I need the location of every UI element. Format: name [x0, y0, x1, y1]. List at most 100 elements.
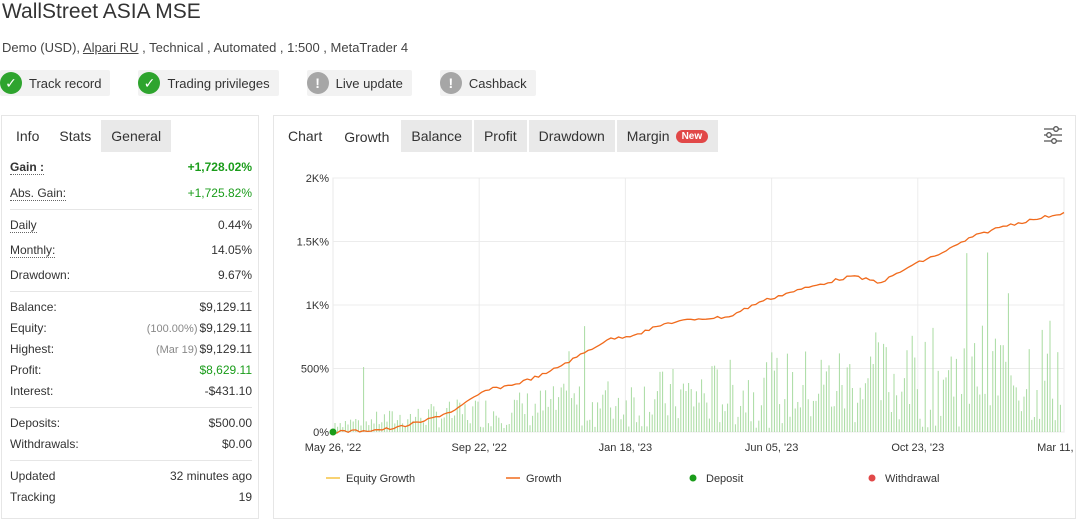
stat-value: $8,629.11	[199, 363, 253, 377]
broker-link[interactable]: Alpari RU	[82, 40, 139, 55]
stat-value: 19	[238, 490, 252, 504]
badge-label: Live update	[335, 75, 403, 91]
x-tick-label: Jan 18, '23	[599, 442, 652, 454]
tab-info[interactable]: Info	[16, 128, 40, 144]
badge-label: Track record	[29, 75, 102, 91]
stat-abs-gain: Abs. Gain: +1,725.82%	[10, 183, 252, 204]
stat-amount: $9,129.11	[199, 342, 253, 356]
new-badge: New	[675, 129, 709, 143]
badge-trading-privileges[interactable]: ✓ Trading privileges	[138, 70, 279, 96]
divider	[10, 209, 252, 210]
stat-balance: Balance: $9,129.11	[10, 297, 252, 318]
x-tick-label: Jun 05, '23	[745, 442, 798, 454]
stat-highest: Highest: (Mar 19) $9,129.11	[10, 339, 252, 360]
chart-panel: Chart Growth Balance Profit Drawdown Mar…	[273, 115, 1076, 519]
stat-interest: Interest: -$431.10	[10, 381, 252, 402]
stats-list: Gain : +1,728.02% Abs. Gain: +1,725.82% …	[10, 157, 252, 508]
stat-label: Withdrawals:	[10, 437, 79, 451]
stat-label: Drawdown:	[10, 268, 71, 282]
account-type: Demo (USD),	[2, 40, 83, 55]
stat-label: Highest:	[10, 342, 55, 356]
stat-label[interactable]: Monthly:	[10, 243, 56, 258]
y-tick-label: 0%	[313, 427, 329, 439]
growth-chart[interactable]: 2K% 1.5K% 1K% 500% 0% May 26, '22 Sep 22, '22 J…	[274, 156, 1075, 516]
stat-tracking: Tracking 19	[10, 487, 252, 508]
check-icon: ✓	[0, 72, 22, 94]
stat-drawdown: Drawdown: 9.67%	[10, 265, 252, 286]
stat-label[interactable]: Gain :	[10, 160, 45, 175]
check-icon: ✓	[138, 72, 161, 94]
stat-value: (Mar 19) $9,129.11	[156, 342, 252, 356]
stat-value: $500.00	[208, 416, 252, 430]
divider	[10, 407, 252, 408]
stat-value: 9.67%	[217, 268, 252, 282]
stat-daily: Daily 0.44%	[10, 215, 252, 236]
verification-badges: ✓ Track record ✓ Trading privileges ! Li…	[0, 70, 564, 96]
stats-tabs: Info Stats General	[2, 116, 258, 152]
stat-prefix: (Mar 19)	[155, 344, 198, 356]
tab-stats[interactable]: Stats	[49, 120, 102, 152]
tab-balance[interactable]: Balance	[401, 120, 472, 152]
legend-label: Deposit	[706, 473, 743, 485]
stat-monthly: Monthly: 14.05%	[10, 240, 252, 261]
tab-chart[interactable]: Chart	[278, 120, 333, 152]
badge-label: Cashback	[468, 75, 527, 91]
badge-track-record[interactable]: ✓ Track record	[0, 70, 111, 96]
tab-margin[interactable]: Margin New	[616, 120, 719, 152]
stat-label: Tracking	[10, 490, 56, 504]
y-tick-label: 500%	[301, 364, 329, 376]
stat-prefix: (100.00%)	[146, 323, 198, 335]
legend-label: Growth	[526, 473, 561, 485]
stat-profit: Profit: $8,629.11	[10, 360, 252, 381]
stat-value: -$431.10	[204, 384, 252, 398]
stat-label: Updated	[10, 469, 56, 483]
exclamation-icon: !	[439, 72, 462, 94]
badge-live-update[interactable]: ! Live update	[306, 70, 412, 96]
divider	[10, 460, 252, 461]
tab-drawdown[interactable]: Drawdown	[528, 120, 615, 152]
divider	[10, 291, 252, 292]
stat-value: 32 minutes ago	[169, 469, 252, 483]
stat-label[interactable]: Daily	[10, 218, 37, 233]
badge-cashback[interactable]: ! Cashback	[439, 70, 536, 96]
stat-label: Balance:	[10, 300, 57, 314]
stat-value: (100.00%) $9,129.11	[147, 321, 252, 335]
page-title: WallStreet ASIA MSE	[2, 0, 201, 23]
stat-label: Profit:	[10, 363, 42, 377]
chart-tabs: Chart Growth Balance Profit Drawdown Mar…	[278, 120, 720, 152]
stat-deposits: Deposits: $500.00	[10, 413, 252, 434]
legend-label: Equity Growth	[346, 473, 415, 485]
legend-label: Withdrawal	[885, 473, 939, 485]
y-tick-label: 2K%	[306, 173, 329, 185]
stat-amount: $9,129.11	[199, 321, 253, 335]
x-tick-label: Mar 11, '24	[1037, 442, 1075, 454]
tab-general[interactable]: General	[101, 120, 172, 152]
x-tick-label: Sep 22, '22	[452, 442, 507, 454]
y-tick-label: 1K%	[306, 300, 329, 312]
stat-label: Equity:	[10, 321, 47, 335]
stats-panel: Info Stats General Gain : +1,728.02% Abs…	[1, 115, 259, 519]
legend-swatch-deposit	[689, 474, 697, 482]
stat-value: +1,725.82%	[187, 186, 252, 200]
stat-label[interactable]: Abs. Gain:	[10, 186, 67, 201]
x-tick-label: May 26, '22	[305, 442, 362, 454]
legend-swatch-withdrawal	[868, 474, 876, 482]
settings-sliders-icon[interactable]	[1043, 126, 1063, 144]
account-details: , Technical , Automated , 1:500 , MetaTr…	[138, 40, 409, 55]
stat-value: $0.00	[221, 437, 252, 451]
account-subtitle: Demo (USD), Alpari RU , Technical , Auto…	[2, 40, 408, 55]
tab-margin-label: Margin	[626, 128, 670, 144]
stat-value: 0.44%	[217, 218, 252, 232]
deposit-marker	[329, 428, 337, 436]
stat-value: 14.05%	[211, 243, 252, 257]
stat-updated: Updated 32 minutes ago	[10, 466, 252, 487]
exclamation-icon: !	[306, 72, 329, 94]
stat-value: $9,129.11	[199, 300, 253, 314]
badge-label: Trading privileges	[167, 75, 270, 91]
tab-growth[interactable]: Growth	[334, 120, 400, 152]
tab-profit[interactable]: Profit	[473, 120, 527, 152]
growth-line	[332, 211, 1065, 434]
stat-withdrawals: Withdrawals: $0.00	[10, 434, 252, 455]
stat-label: Deposits:	[10, 416, 61, 430]
x-tick-label: Oct 23, '23	[891, 442, 944, 454]
